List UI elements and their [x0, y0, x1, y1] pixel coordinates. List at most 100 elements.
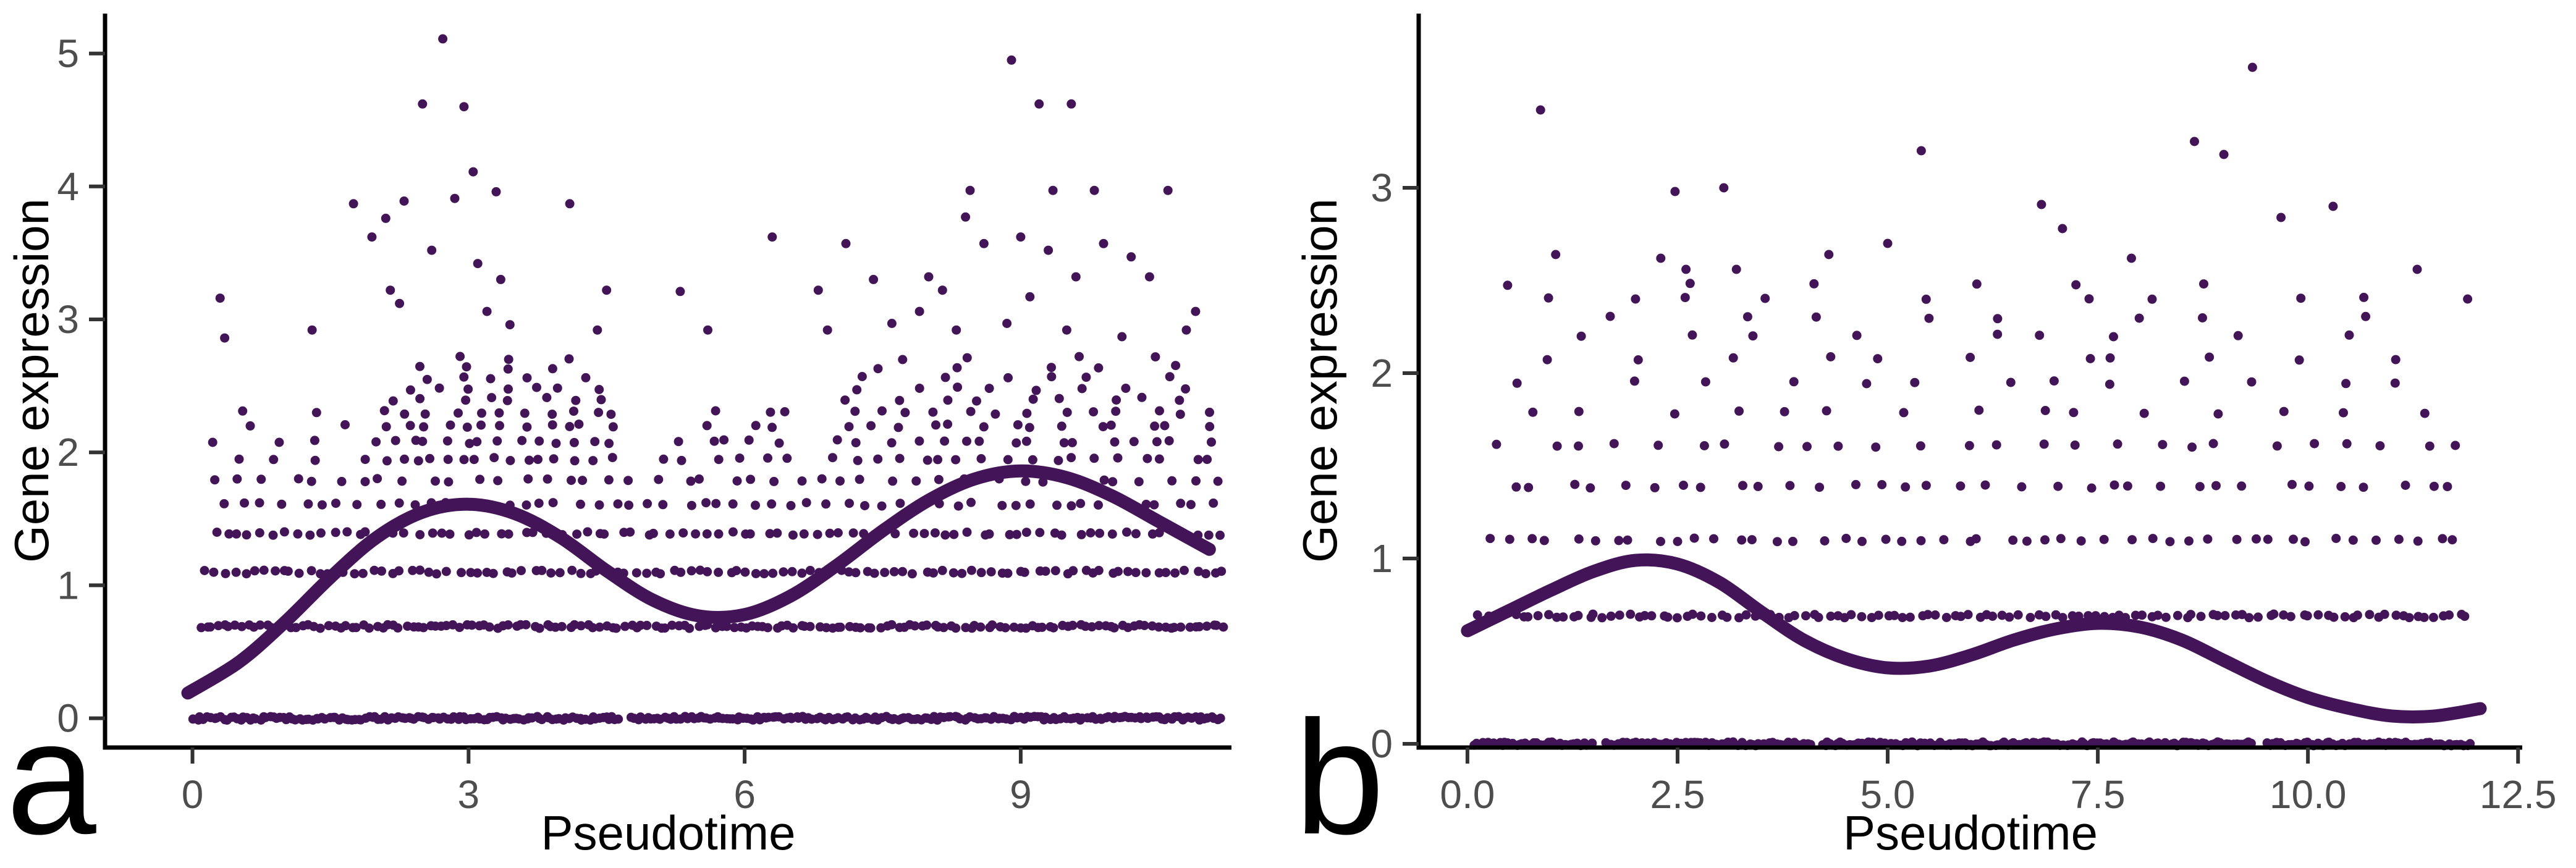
data-point — [494, 408, 504, 418]
data-point — [929, 568, 938, 578]
data-point — [1738, 481, 1747, 491]
data-point — [340, 621, 350, 631]
data-point — [415, 361, 424, 371]
data-point — [221, 568, 230, 578]
data-point — [1650, 482, 1660, 492]
data-point — [1099, 475, 1109, 485]
data-point — [763, 623, 772, 633]
y-axis-title: Gene expression — [4, 198, 59, 563]
data-point — [373, 474, 382, 484]
data-point — [1037, 622, 1047, 632]
data-point — [305, 530, 315, 540]
data-point — [2413, 536, 2423, 546]
data-point — [2184, 536, 2194, 546]
data-point — [1209, 498, 1218, 508]
data-point — [351, 623, 361, 633]
x-tick-label: 0 — [182, 772, 204, 817]
data-point — [1181, 325, 1191, 335]
data-point — [1700, 377, 1710, 387]
data-point — [919, 529, 929, 539]
data-point — [522, 422, 532, 432]
y-tick-label: 2 — [1370, 351, 1393, 395]
panel-a: 0 3 6 9 0 1 2 3 4 5 Pseudotime Gene expression a — [0, 0, 1288, 865]
data-point — [2304, 481, 2314, 491]
data-point — [1131, 529, 1141, 539]
data-point — [1862, 379, 1872, 389]
data-point — [1923, 610, 1933, 620]
data-point — [1047, 372, 1057, 382]
data-point — [1076, 499, 1086, 508]
data-point — [459, 102, 469, 112]
data-point — [572, 529, 582, 539]
data-point — [821, 499, 831, 509]
data-point — [455, 352, 465, 361]
x-axis-title: Pseudotime — [1843, 806, 2098, 860]
data-point — [503, 620, 513, 630]
data-point — [1057, 530, 1066, 540]
data-point — [787, 567, 797, 576]
data-point — [2037, 200, 2046, 209]
data-point — [1110, 437, 1120, 447]
data-point — [1574, 441, 1583, 451]
data-point — [611, 623, 621, 633]
x-tick-label: 6 — [733, 772, 756, 817]
data-point — [1086, 528, 1096, 537]
data-point — [1997, 610, 2007, 620]
data-point — [2404, 613, 2414, 623]
data-point — [1586, 483, 1595, 493]
data-point — [1151, 352, 1160, 362]
data-point — [1021, 436, 1031, 446]
data-point — [2099, 534, 2109, 544]
data-point — [1144, 272, 1154, 282]
data-point — [1991, 440, 2001, 450]
data-point — [931, 420, 940, 430]
data-point — [767, 499, 777, 509]
data-point — [642, 568, 652, 578]
data-point — [476, 420, 486, 430]
data-point — [1707, 613, 1717, 622]
data-point — [1972, 279, 1982, 289]
data-point — [237, 622, 247, 631]
data-point — [949, 529, 959, 539]
data-point — [844, 422, 854, 432]
data-point — [576, 568, 586, 578]
data-point — [769, 476, 779, 486]
data-point — [525, 455, 534, 465]
data-point — [805, 565, 815, 575]
data-point — [939, 623, 948, 633]
data-point — [1852, 331, 1862, 340]
data-point — [1939, 535, 1949, 545]
data-point — [1215, 530, 1225, 540]
data-point — [574, 419, 584, 429]
data-point — [446, 420, 455, 430]
data-point — [943, 419, 953, 429]
data-point — [951, 623, 961, 633]
data-point — [1815, 482, 1825, 492]
data-point — [2219, 150, 2229, 159]
data-point — [1533, 611, 1543, 621]
data-point — [1081, 373, 1091, 382]
data-point — [1066, 501, 1076, 511]
data-point — [895, 395, 905, 405]
data-point — [1956, 612, 1966, 622]
data-point — [1068, 620, 1078, 630]
data-point — [1988, 612, 1998, 621]
data-point — [293, 474, 303, 484]
data-point — [1111, 407, 1121, 416]
data-point — [2070, 440, 2080, 450]
data-point — [1139, 621, 1149, 630]
data-point — [1748, 331, 1758, 341]
data-point — [2419, 612, 2429, 622]
data-point — [1789, 611, 1799, 620]
data-point — [1161, 568, 1171, 578]
data-point — [2049, 376, 2059, 386]
data-point — [2040, 535, 2050, 545]
data-point — [484, 622, 494, 632]
data-point — [728, 499, 738, 509]
data-point — [405, 385, 415, 395]
data-point — [1150, 421, 1160, 431]
data-point — [1709, 534, 1718, 544]
y-axis-title: Gene expression — [1293, 198, 1347, 563]
data-point — [2105, 379, 2114, 389]
